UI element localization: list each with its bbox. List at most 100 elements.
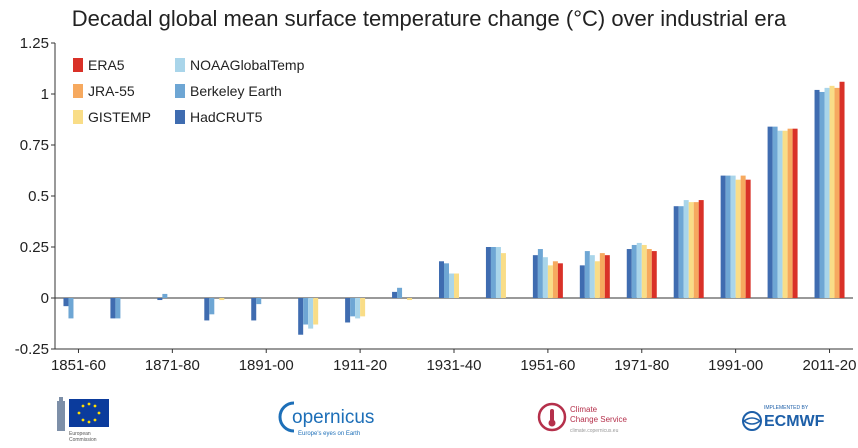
legend-label: Berkeley Earth [190,83,282,99]
legend-label: GISTEMP [88,109,151,125]
c3s-line2: Change Service [570,415,627,424]
bar [631,244,637,298]
bar [787,128,793,298]
bar [557,263,563,298]
bar [162,293,168,298]
bar [589,255,595,298]
y-tick-label: 0.5 [28,188,49,205]
bar [454,273,459,298]
thermometer-icon [550,409,554,422]
bar [641,244,647,298]
x-tick-label: 1991-00 [708,357,763,374]
bar [626,249,632,298]
eu-stars [77,402,101,424]
bar [772,126,778,298]
x-tick-label: 1871-80 [145,357,200,374]
bar [599,253,605,298]
eu-building-roof [59,397,63,401]
bar [485,247,491,298]
bar [834,87,840,298]
bar [63,298,69,307]
bar [698,200,704,298]
legend-swatch [73,84,83,98]
bar [683,200,689,298]
c3s-url: climate.copernicus.eu [570,428,619,434]
bar [303,298,309,325]
ecmwf-name: ECMWF [764,413,825,430]
bar [829,85,835,298]
bar [552,261,558,298]
bar [490,247,496,298]
bar [360,298,366,317]
eu-line1: European [69,431,91,437]
x-tick-label: 1951-60 [520,357,575,374]
y-tick-label: 0.25 [20,239,49,256]
legend-label: JRA-55 [88,83,135,99]
bar [355,298,361,319]
bar [298,298,304,335]
bar [345,298,351,323]
bar [819,91,825,299]
bar [313,298,319,325]
bar [688,202,694,298]
bar [444,263,449,298]
ecmwf-globe-icon [742,411,762,431]
bar [308,298,314,329]
bar [256,298,262,305]
bar [204,298,210,321]
bar [251,298,257,321]
legend-label: HadCRUT5 [190,109,263,125]
bar [636,242,642,298]
x-tick-label: 2011-20 [803,357,857,374]
bar [392,291,398,298]
bar [584,251,590,298]
bar [740,175,746,298]
bar [397,287,403,298]
copernicus-tagline: Europe's eyes on Earth [298,431,360,437]
bar [792,128,798,298]
legend-label: ERA5 [88,57,125,73]
bars [63,81,845,335]
bar [839,81,845,298]
climate-change-service-logo: Climate Change Service climate.copernicu… [536,395,686,443]
bar [157,298,163,301]
c3s-ring-icon [537,402,567,432]
legend-swatch [175,110,185,124]
ecmwf-logo: IMPLEMENTED BY ECMWF [740,395,850,443]
legend-swatch [175,58,185,72]
bar [219,298,225,301]
bar [439,261,444,298]
x-tick-label: 1891-00 [239,357,294,374]
bar [814,89,820,298]
bar [115,298,121,319]
bar [110,298,116,319]
legend-swatch [175,84,185,98]
bar [68,298,74,319]
bar [594,261,600,298]
x-tick-label: 1851-60 [51,357,106,374]
c3s-line1: Climate [570,405,598,414]
y-tick-label: 0.75 [20,137,49,154]
bar [767,126,773,298]
bar [604,255,610,298]
tick-labels: -0.25 0 0.25 0.5 0.75 1 1.25 1851-60 1871-80 1891… [15,35,857,374]
bar [730,175,736,298]
bar [693,202,699,298]
legend-swatch [73,58,83,72]
bar [673,206,679,298]
bar [547,265,553,298]
copernicus-name: opernicus [292,407,374,428]
x-tick-label: 1911-20 [333,357,387,374]
bar [824,87,830,298]
bar [500,253,506,298]
bar [537,249,543,298]
bar [407,298,413,301]
copernicus-logo: opernicus Europe's eyes on Earth [272,395,392,443]
y-tick-label: -0.25 [15,341,49,358]
bar [532,255,538,298]
chart-title: Decadal global mean surface temperature … [71,6,787,31]
legend-label: NOAAGlobalTemp [190,57,305,73]
bar [646,249,652,298]
y-tick-label: 1 [41,86,49,103]
bar [782,130,788,298]
